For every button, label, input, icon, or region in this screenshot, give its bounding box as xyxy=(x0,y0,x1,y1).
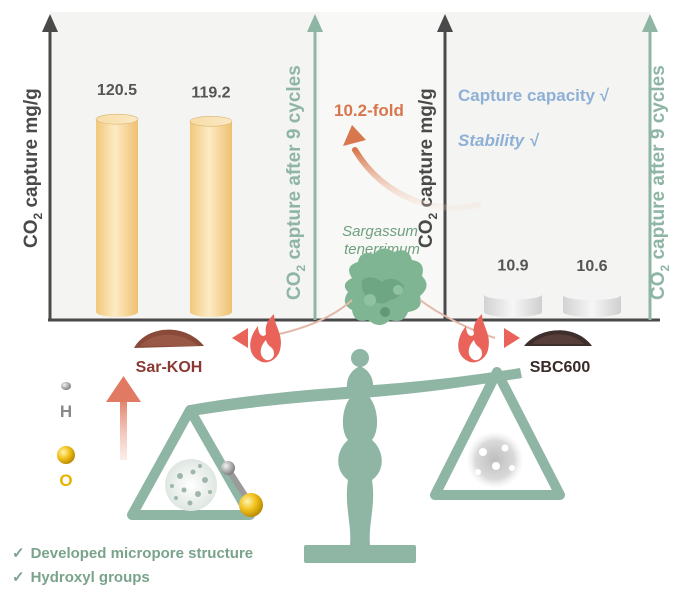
sar-koh-bar-top xyxy=(95,113,139,125)
left-process-arrowhead xyxy=(232,328,248,348)
seaweed-icon xyxy=(344,248,427,325)
right-y-axis-label: CO2 capture mg/g xyxy=(416,88,440,248)
right-y2-axis-label: CO2 capture after 9 cycles xyxy=(648,65,672,300)
sar-koh-bars: 120.5 119.2 xyxy=(95,82,233,317)
left-y-axis-label: CO2 capture mg/g xyxy=(21,88,45,248)
left-chart-panel xyxy=(50,12,320,320)
sample-label-sbc600: SBC600 xyxy=(530,359,591,376)
legend-oxygen-label: O xyxy=(59,471,72,490)
sbc600-bar xyxy=(484,294,542,317)
sbc600-powder xyxy=(524,330,592,346)
sbc600-cycle-bar-value-label: 10.6 xyxy=(576,258,607,275)
sponge-right xyxy=(467,432,523,488)
sar-koh-bar xyxy=(96,119,138,317)
left-y2-axis-label: CO2 capture after 9 cycles xyxy=(284,65,308,300)
flame-icon-left xyxy=(250,314,281,363)
feature-list: ✓ Developed micropore structure ✓ Hydroxyl… xyxy=(12,545,253,586)
sbc600-bars: 10.9 10.6 xyxy=(484,258,621,317)
micropore-sponge-left xyxy=(165,459,217,511)
source-name-line1: Sargassum xyxy=(342,223,418,240)
sar-koh-cycle-bar xyxy=(190,121,232,317)
sbc600-bar-value-label: 10.9 xyxy=(497,258,528,275)
hydroxyl-molecule-icon xyxy=(221,461,263,517)
right-process-arrowhead xyxy=(504,328,520,348)
fold-label: 10.2-fold xyxy=(334,101,404,120)
hydrogen-atom-icon xyxy=(61,382,71,390)
sample-label-sar-koh: Sar-KOH xyxy=(136,359,203,376)
note-capture-capacity: Capture capacity √ xyxy=(458,86,610,105)
fold-arrowhead xyxy=(343,125,366,146)
fold-arrow xyxy=(352,147,481,211)
right-chart-panel xyxy=(445,12,650,320)
legend-hydrogen: H xyxy=(60,382,72,421)
sar-koh-cycle-bar-value-label: 119.2 xyxy=(191,84,230,101)
sbc600-cycle-bar-top xyxy=(563,290,621,301)
legend-hydrogen-label: H xyxy=(60,402,72,421)
flame-icon-right xyxy=(458,314,489,363)
sbc600-bar-top xyxy=(484,289,542,300)
note-stability: Stability √ xyxy=(458,131,540,150)
legend-oxygen: O xyxy=(57,446,75,490)
increase-arrow-icon xyxy=(106,376,141,460)
sbc600-cycle-bar xyxy=(563,295,621,317)
feature-item-hydroxyl: ✓ Hydroxyl groups xyxy=(12,569,150,586)
oxygen-atom-icon xyxy=(57,446,75,464)
sar-koh-powder xyxy=(134,329,204,348)
sar-koh-cycle-bar-top xyxy=(189,115,233,127)
balance-scale xyxy=(127,349,565,563)
sar-koh-bar-value-label: 120.5 xyxy=(97,82,137,99)
feature-item-micropore: ✓ Developed micropore structure xyxy=(12,545,253,562)
